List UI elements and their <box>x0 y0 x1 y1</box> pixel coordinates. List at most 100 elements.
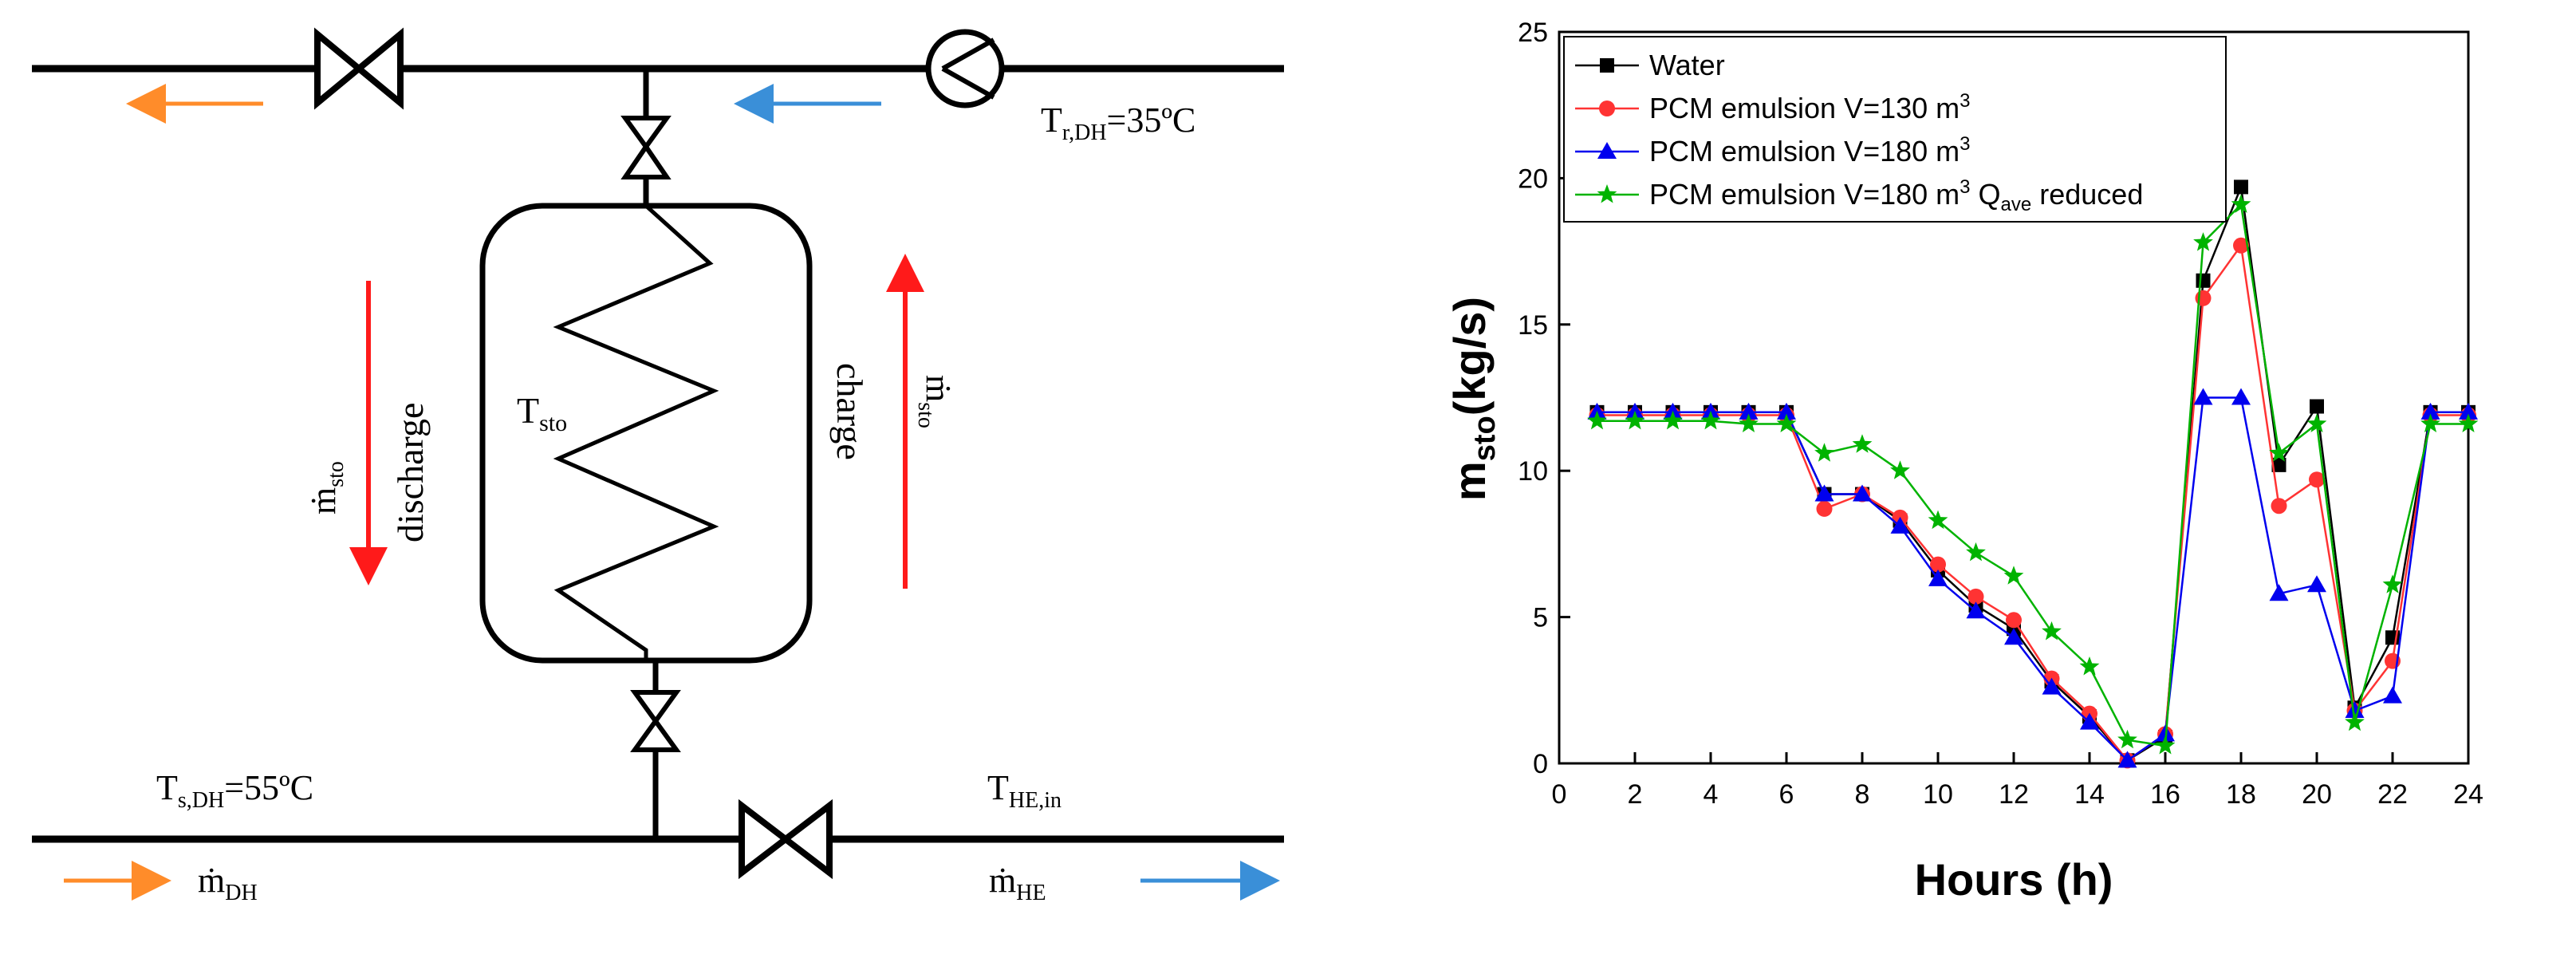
data-point-pcm180 <box>1928 569 1948 586</box>
data-point-pcm180q <box>1890 460 1910 479</box>
valve-icon <box>630 690 681 752</box>
x-tick-label: 14 <box>2074 779 2105 810</box>
legend-marker-pcm180 <box>1597 142 1617 159</box>
series-water <box>1589 179 2476 768</box>
data-point-pcm130 <box>2233 237 2249 254</box>
data-point-pcm180 <box>2459 402 2478 420</box>
pump-icon <box>925 29 1005 108</box>
storage-tank <box>479 203 813 664</box>
x-tick-label: 2 <box>1628 779 1643 810</box>
series-pcm130 <box>1589 237 2476 769</box>
data-point-pcm180q <box>2382 574 2403 593</box>
x-tick-label: 0 <box>1552 779 1567 810</box>
data-point-pcm130 <box>1816 500 1833 517</box>
x-tick-label: 10 <box>1923 779 1953 810</box>
data-point-pcm180 <box>2004 628 2023 645</box>
data-point-pcm180 <box>2193 388 2213 405</box>
data-point-pcm180q <box>1700 410 1721 430</box>
data-point-water <box>2234 179 2248 195</box>
tank-temperature-label: Tsto <box>517 390 567 436</box>
legend-label-pcm180-qave: PCM emulsion V=180 m3 Qave reduced <box>1649 176 2143 215</box>
data-point-pcm180 <box>2042 677 2062 695</box>
legend: Water PCM emulsion V=130 m3 PCM emulsion… <box>1563 36 2227 223</box>
data-point-pcm180q <box>1587 410 1607 430</box>
data-point-pcm180q <box>1663 410 1683 430</box>
data-point-pcm180q <box>2079 656 2100 676</box>
x-tick-label: 12 <box>1999 779 2029 810</box>
y-axis-label: msto(kg/s) <box>1444 297 1502 501</box>
legend-marker-water <box>1600 58 1614 73</box>
x-axis: 0 2 4 6 8 10 12 14 16 18 20 22 24 <box>1552 752 2483 810</box>
data-point-pcm180q <box>2420 413 2440 432</box>
data-point-pcm180 <box>1890 516 1910 534</box>
data-point-pcm180q <box>2193 232 2213 251</box>
y-tick-label: 20 <box>1518 164 1548 194</box>
data-point-pcm180q <box>2231 194 2251 213</box>
data-point-pcm180q <box>2269 443 2289 462</box>
data-point-pcm180q <box>2345 712 2365 731</box>
data-point-pcm180q <box>1852 434 1873 453</box>
data-point-pcm180 <box>2269 584 2289 601</box>
data-point-pcm180q <box>2458 413 2479 432</box>
data-point-pcm180 <box>2383 686 2402 704</box>
he-inlet-temperature-label: THE,in <box>987 768 1062 813</box>
y-axis: 0 5 10 15 20 25 <box>1518 18 1570 779</box>
data-point-pcm180 <box>2117 751 2137 768</box>
data-point-pcm130 <box>1967 588 1984 605</box>
x-tick-label: 24 <box>2453 779 2483 810</box>
data-point-pcm180q <box>2117 729 2137 749</box>
legend-marker-pcm130 <box>1599 101 1615 116</box>
x-tick-label: 22 <box>2377 779 2408 810</box>
legend-label-water: Water <box>1649 49 1725 81</box>
legend-box <box>1563 36 2227 223</box>
return-temperature-label: Tr,DH=35ºC <box>1041 101 1195 145</box>
data-point-pcm180 <box>2080 712 2099 730</box>
heat-exchanger-coil <box>553 191 719 660</box>
discharge-label: discharge <box>390 403 431 542</box>
data-point-pcm180q <box>2042 621 2062 641</box>
data-point-pcm180q <box>2306 413 2327 432</box>
data-point-pcm180 <box>1814 484 1834 502</box>
legend-marker-pcm180q <box>1597 184 1617 203</box>
x-axis-label: Hours (h) <box>1915 854 2113 905</box>
data-point-pcm180 <box>2345 700 2365 718</box>
data-point-pcm130 <box>2271 498 2287 514</box>
m-he-label: ṁHE <box>989 861 1046 905</box>
data-point-pcm180q <box>1928 510 1948 530</box>
series-line-pcm130 <box>1597 242 2468 762</box>
data-point-pcm130 <box>2006 612 2022 629</box>
y-tick-label: 10 <box>1518 456 1548 487</box>
x-tick-label: 18 <box>2226 779 2256 810</box>
series-pcm180q <box>1587 194 2479 755</box>
series-layer <box>1587 179 2479 769</box>
series-line-pcm180 <box>1597 396 2468 762</box>
x-tick-label: 6 <box>1779 779 1794 810</box>
y-tick-label: 25 <box>1518 18 1548 48</box>
data-point-water <box>2310 399 2324 414</box>
data-point-pcm180q <box>1625 410 1645 430</box>
data-point-water <box>2196 273 2211 288</box>
m-sto-right-label: ṁsto <box>913 375 958 428</box>
valve-icon <box>620 116 672 179</box>
data-point-pcm180q <box>1966 542 1986 562</box>
supply-temperature-label: Ts,DH=55ºC <box>156 768 313 813</box>
data-point-pcm180 <box>1966 601 1986 619</box>
data-point-pcm180q <box>2003 566 2024 585</box>
data-point-pcm180 <box>1777 402 1796 420</box>
x-tick-label: 20 <box>2302 779 2332 810</box>
valve-icon <box>314 27 404 110</box>
data-point-pcm180q <box>2155 735 2176 755</box>
data-point-pcm130 <box>2309 471 2325 488</box>
y-tick-label: 0 <box>1533 749 1548 779</box>
data-point-pcm180q <box>1739 413 1759 432</box>
data-point-water <box>2271 457 2286 472</box>
storage-schematic: Tr,DH=35ºC Tsto Ts,DH=55ºC THE,in ṁDH ṁH… <box>32 27 1284 905</box>
data-point-pcm180 <box>1853 484 1872 502</box>
y-tick-label: 15 <box>1518 310 1548 341</box>
data-point-pcm180q <box>1814 443 1834 462</box>
series-line-pcm180q <box>1597 202 2468 747</box>
data-point-pcm180 <box>2420 402 2440 420</box>
y-tick-label: 5 <box>1533 603 1548 633</box>
valve-icon <box>739 798 833 880</box>
